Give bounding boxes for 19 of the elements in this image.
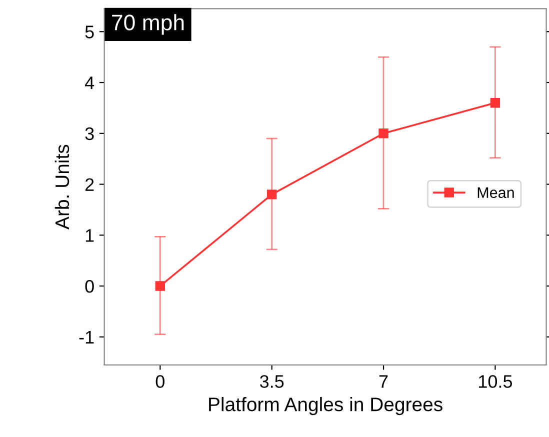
y-tick-label: 1 xyxy=(86,229,94,242)
y-tick-label: 5 xyxy=(85,26,94,38)
x-tick-label: 0 xyxy=(156,375,164,388)
point xyxy=(378,128,388,138)
y-tick-label: 4 xyxy=(84,76,94,90)
y-tick-label: 3 xyxy=(85,127,94,140)
x-axis-title: Platform Angles in Degrees xyxy=(209,397,442,416)
x-tick-label: 10.5 xyxy=(479,375,512,388)
legend-label: Mean xyxy=(478,187,514,198)
y-axis-title: Arb. Units xyxy=(54,144,70,230)
y-tick-label: 0 xyxy=(85,280,94,293)
y-tick-label: -1 xyxy=(79,331,94,344)
point xyxy=(266,190,277,200)
x-tick-label: 3.5 xyxy=(260,375,284,388)
point xyxy=(490,98,500,108)
y-tick-label: 2 xyxy=(85,178,94,191)
x-tick-label: 7 xyxy=(379,375,388,388)
chart-title: 70 mph xyxy=(112,14,184,35)
point xyxy=(155,281,166,291)
